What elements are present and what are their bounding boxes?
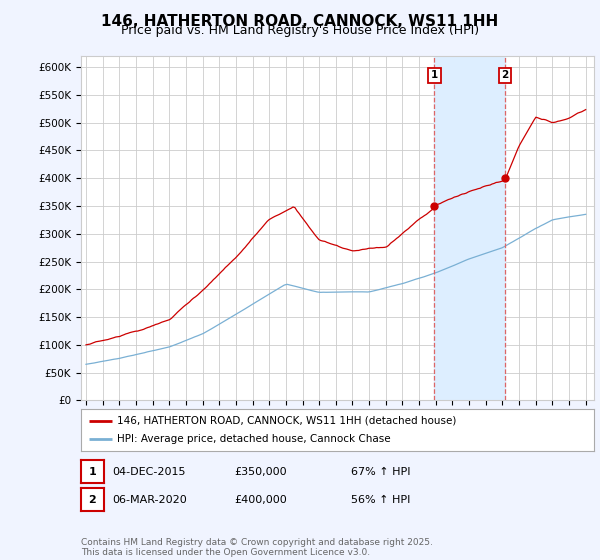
Text: 146, HATHERTON ROAD, CANNOCK, WS11 1HH: 146, HATHERTON ROAD, CANNOCK, WS11 1HH: [101, 14, 499, 29]
Text: 67% ↑ HPI: 67% ↑ HPI: [351, 466, 410, 477]
Text: £400,000: £400,000: [234, 494, 287, 505]
Text: 1: 1: [89, 466, 96, 477]
Text: 06-MAR-2020: 06-MAR-2020: [112, 494, 187, 505]
Bar: [434, 56, 505, 400]
Text: 04-DEC-2015: 04-DEC-2015: [112, 466, 186, 477]
Text: 146, HATHERTON ROAD, CANNOCK, WS11 1HH (detached house): 146, HATHERTON ROAD, CANNOCK, WS11 1HH (…: [117, 416, 456, 426]
Text: HPI: Average price, detached house, Cannock Chase: HPI: Average price, detached house, Cann…: [117, 434, 391, 444]
Text: Price paid vs. HM Land Registry's House Price Index (HPI): Price paid vs. HM Land Registry's House …: [121, 24, 479, 37]
Text: 2: 2: [89, 494, 96, 505]
Text: 56% ↑ HPI: 56% ↑ HPI: [351, 494, 410, 505]
Text: £350,000: £350,000: [234, 466, 287, 477]
Text: 1: 1: [431, 71, 438, 81]
Text: Contains HM Land Registry data © Crown copyright and database right 2025.
This d: Contains HM Land Registry data © Crown c…: [81, 538, 433, 557]
Text: 2: 2: [502, 71, 509, 81]
